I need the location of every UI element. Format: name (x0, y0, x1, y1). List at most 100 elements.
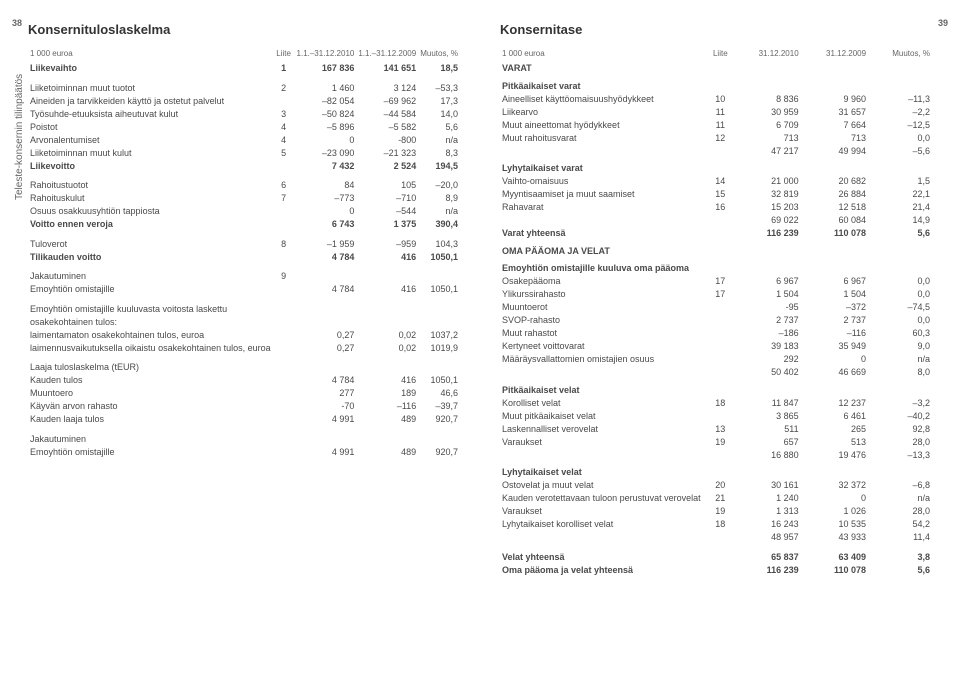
table-row: VARAT (500, 62, 932, 75)
cell: 19 (707, 435, 733, 448)
cell (868, 157, 932, 175)
cell: 54,2 (868, 518, 932, 531)
cell: 0,02 (356, 341, 418, 354)
cell: Ostovelat ja muut velat (500, 479, 707, 492)
page-num-left: 38 (12, 18, 22, 28)
cell (707, 301, 733, 314)
cell: 14,0 (418, 107, 460, 120)
balance-sheet-table: 1 000 euroaLiite31.12.201031.12.2009Muut… (500, 47, 932, 576)
table-row: Muut aineettomat hyödykkeet116 7097 664–… (500, 118, 932, 131)
table-row: Ylikurssirahasto171 5041 5040,0 (500, 288, 932, 301)
cell (500, 366, 707, 379)
cell: 2 737 (733, 314, 800, 327)
cell: 416 (356, 283, 418, 296)
cell: Laskennalliset verovelat (500, 422, 707, 435)
cell: 1 504 (801, 288, 868, 301)
col-header: Muutos, % (868, 47, 932, 62)
cell (733, 379, 800, 397)
cell: –69 962 (356, 94, 418, 107)
cell: 18,5 (418, 62, 460, 75)
cell: –74,5 (868, 301, 932, 314)
cell: 2 (273, 75, 295, 95)
table-row: Pitkäaikaiset varat (500, 75, 932, 93)
cell: –50 824 (295, 107, 357, 120)
cell: SVOP-rahasto (500, 314, 707, 327)
cell: Lyhytaikaiset velat (500, 461, 707, 479)
cell (418, 426, 460, 446)
cell (500, 214, 707, 227)
cell: –959 (356, 231, 418, 251)
cell: –773 (295, 192, 357, 205)
table-row: Liikearvo1130 95931 657–2,2 (500, 105, 932, 118)
table-row: 16 88019 476–13,3 (500, 448, 932, 461)
cell: 110 078 (801, 563, 868, 576)
cell: 12 237 (801, 396, 868, 409)
cell: 15 203 (733, 201, 800, 214)
cell: Pitkäaikaiset varat (500, 75, 707, 93)
table-row: Voitto ennen veroja6 7431 375390,4 (28, 218, 460, 231)
cell: n/a (868, 492, 932, 505)
cell (273, 400, 295, 413)
col-header: Liite (273, 47, 295, 62)
cell (707, 75, 733, 93)
cell: 292 (733, 353, 800, 366)
cell (418, 315, 460, 328)
cell: 21 (707, 492, 733, 505)
table-row: Lyhytaikaiset korolliset velat1816 24310… (500, 518, 932, 531)
cell: 11,4 (868, 531, 932, 544)
cell (273, 250, 295, 263)
cell (707, 531, 733, 544)
col-header: 1.1.–31.12.2010 (295, 47, 357, 62)
cell (707, 327, 733, 340)
cell: 0,02 (356, 328, 418, 341)
table-row: 69 02260 08414,9 (500, 214, 932, 227)
table-row: Velat yhteensä65 83763 4093,8 (500, 544, 932, 564)
cell: 6 709 (733, 118, 800, 131)
cell (273, 218, 295, 231)
cell (707, 544, 733, 564)
cell: –21 323 (356, 146, 418, 159)
cell: 46,6 (418, 387, 460, 400)
cell (356, 263, 418, 283)
cell (707, 379, 733, 397)
cell: 8,0 (868, 366, 932, 379)
cell: –11,3 (868, 92, 932, 105)
cell (356, 426, 418, 446)
cell: 3,8 (868, 544, 932, 564)
cell: Muut pitkäaikaiset velat (500, 409, 707, 422)
cell: 713 (801, 131, 868, 144)
cell: –544 (356, 205, 418, 218)
page-num-right: 39 (938, 18, 948, 28)
cell: 116 239 (733, 563, 800, 576)
cell (707, 227, 733, 240)
table-row: Varat yhteensä116 239110 0785,6 (500, 227, 932, 240)
cell: Tilikauden voitto (28, 250, 273, 263)
cell (868, 62, 932, 75)
cell: Korolliset velat (500, 396, 707, 409)
cell (733, 461, 800, 479)
table-row: Muuntoero27718946,6 (28, 387, 460, 400)
cell: Arvonalentumiset (28, 133, 273, 146)
cell (356, 354, 418, 374)
cell: 2 737 (801, 314, 868, 327)
cell: 8 836 (733, 92, 800, 105)
cell: 6 967 (733, 275, 800, 288)
cell: 13 (707, 422, 733, 435)
cell: 511 (733, 422, 800, 435)
cell: 7 (273, 192, 295, 205)
cell: 104,3 (418, 231, 460, 251)
cell: Jakautuminen (28, 426, 273, 446)
cell: Varaukset (500, 505, 707, 518)
cell (500, 144, 707, 157)
cell (418, 263, 460, 283)
table-row: Muuntoerot-95–372–74,5 (500, 301, 932, 314)
cell: 43 933 (801, 531, 868, 544)
cell (868, 75, 932, 93)
cell: 110 078 (801, 227, 868, 240)
cell: Aineelliset käyttöomaisuushyödykkeet (500, 92, 707, 105)
table-row: Laskennalliset verovelat1351126592,8 (500, 422, 932, 435)
cell: 6 (273, 172, 295, 192)
col-header: Liite (707, 47, 733, 62)
cell: 3 124 (356, 75, 418, 95)
cell: 6 967 (801, 275, 868, 288)
